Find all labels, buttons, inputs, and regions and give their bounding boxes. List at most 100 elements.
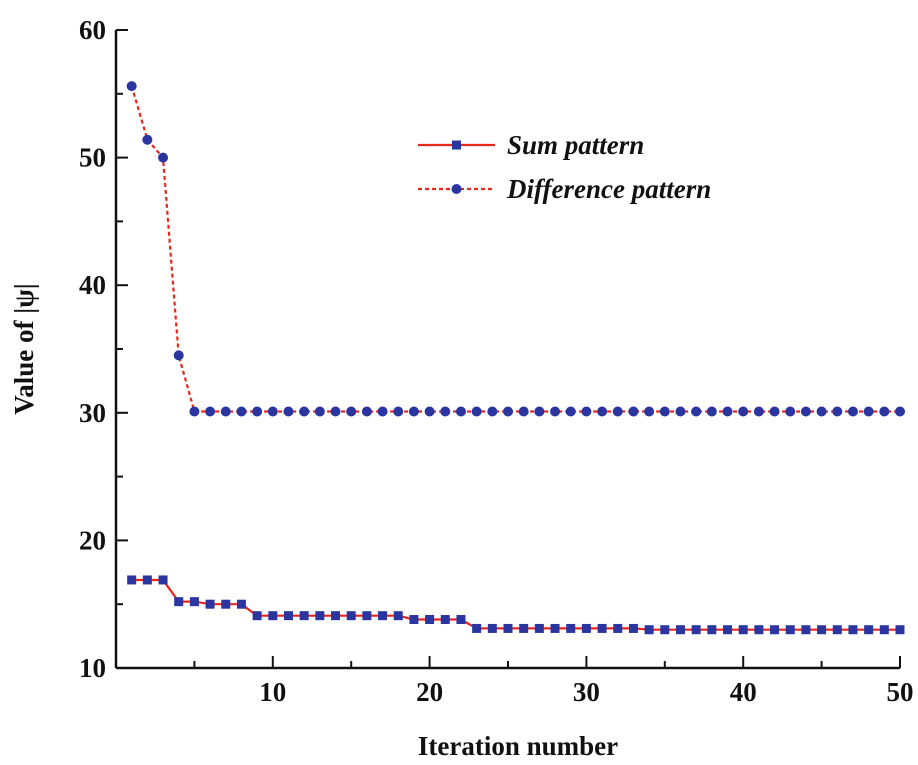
data-point-sum-pattern [205,599,215,609]
data-point-sum-pattern [644,625,654,635]
x-tick-label: 20 [416,677,443,707]
data-point-sum-pattern [346,611,356,621]
data-point-difference-pattern [361,406,372,417]
data-point-sum-pattern [440,615,450,625]
legend-label-difference-pattern: Difference pattern [506,174,711,204]
axes [114,30,900,670]
data-point-sum-pattern [550,623,560,633]
data-point-sum-pattern [142,575,152,585]
data-point-difference-pattern [487,406,498,417]
data-point-difference-pattern [314,406,325,417]
data-point-sum-pattern [817,625,827,635]
data-point-difference-pattern [706,406,717,417]
data-point-difference-pattern [816,406,827,417]
data-point-difference-pattern [847,406,858,417]
data-point-difference-pattern [173,350,184,361]
data-point-difference-pattern [863,406,874,417]
data-point-difference-pattern [738,406,749,417]
data-point-difference-pattern [691,406,702,417]
data-point-difference-pattern [330,406,341,417]
data-point-sum-pattern [472,623,482,633]
data-point-difference-pattern [581,406,592,417]
data-point-difference-pattern [659,406,670,417]
series-layer [126,81,905,635]
data-point-difference-pattern [722,406,733,417]
y-tick-label: 10 [79,653,106,683]
data-point-difference-pattern [895,406,905,417]
data-point-difference-pattern [424,406,435,417]
data-point-sum-pattern [581,623,591,633]
data-point-difference-pattern [832,406,843,417]
data-point-difference-pattern [800,406,811,417]
data-point-difference-pattern [753,406,764,417]
y-tick-label: 40 [79,270,106,300]
data-point-difference-pattern [142,134,153,145]
data-point-sum-pattern [707,625,717,635]
data-point-sum-pattern [456,615,466,625]
data-point-difference-pattern [597,406,608,417]
data-point-sum-pattern [221,599,231,609]
data-point-difference-pattern [205,406,216,417]
y-tick-label: 20 [79,525,106,555]
data-point-sum-pattern [628,623,638,633]
data-point-difference-pattern [565,406,576,417]
data-point-difference-pattern [283,406,294,417]
data-point-sum-pattern [393,611,403,621]
y-tick-label: 50 [79,143,106,173]
data-point-sum-pattern [158,575,168,585]
data-point-sum-pattern [236,599,246,609]
data-point-difference-pattern [252,406,263,417]
y-tick-label: 60 [79,15,106,45]
data-point-sum-pattern [738,625,748,635]
data-point-sum-pattern [597,623,607,633]
data-point-sum-pattern [879,625,889,635]
data-point-difference-pattern [408,406,419,417]
ticks: 10 20 30 40 50 60 10 20 30 40 50 [79,15,914,707]
data-point-sum-pattern [283,611,293,621]
data-point-difference-pattern [644,406,655,417]
data-point-difference-pattern [471,406,482,417]
legend: Sum pattern Difference pattern [418,130,711,204]
data-point-sum-pattern [519,623,529,633]
data-point-difference-pattern [455,406,466,417]
data-point-difference-pattern [299,406,310,417]
legend-marker-sum-pattern [452,140,461,150]
data-point-difference-pattern [675,406,686,417]
data-point-difference-pattern [126,81,137,92]
x-tick-label: 40 [730,677,757,707]
data-point-sum-pattern [315,611,325,621]
data-point-difference-pattern [158,152,169,163]
data-point-difference-pattern [628,406,639,417]
data-point-sum-pattern [331,611,341,621]
data-point-difference-pattern [267,406,278,417]
data-point-difference-pattern [879,406,890,417]
data-point-sum-pattern [268,611,278,621]
data-point-sum-pattern [127,575,137,585]
data-point-sum-pattern [252,611,262,621]
data-point-sum-pattern [362,611,372,621]
data-point-difference-pattern [550,406,561,417]
data-point-sum-pattern [174,597,184,607]
data-point-sum-pattern [785,625,795,635]
data-point-difference-pattern [503,406,513,417]
data-point-difference-pattern [440,406,451,417]
data-point-sum-pattern [566,623,576,633]
data-point-difference-pattern [393,406,404,417]
data-point-sum-pattern [691,625,701,635]
legend-label-sum-pattern: Sum pattern [507,130,644,160]
x-tick-label: 10 [259,677,286,707]
data-point-sum-pattern [534,623,544,633]
data-point-sum-pattern [723,625,733,635]
x-tick-label: 30 [573,677,600,707]
data-point-sum-pattern [832,625,842,635]
data-point-sum-pattern [864,625,874,635]
data-point-sum-pattern [770,625,780,635]
data-point-sum-pattern [675,625,685,635]
data-point-sum-pattern [189,597,199,607]
data-point-sum-pattern [487,623,497,633]
data-point-difference-pattern [236,406,247,417]
data-point-sum-pattern [503,623,513,633]
data-point-sum-pattern [895,625,905,635]
data-point-sum-pattern [409,615,419,625]
